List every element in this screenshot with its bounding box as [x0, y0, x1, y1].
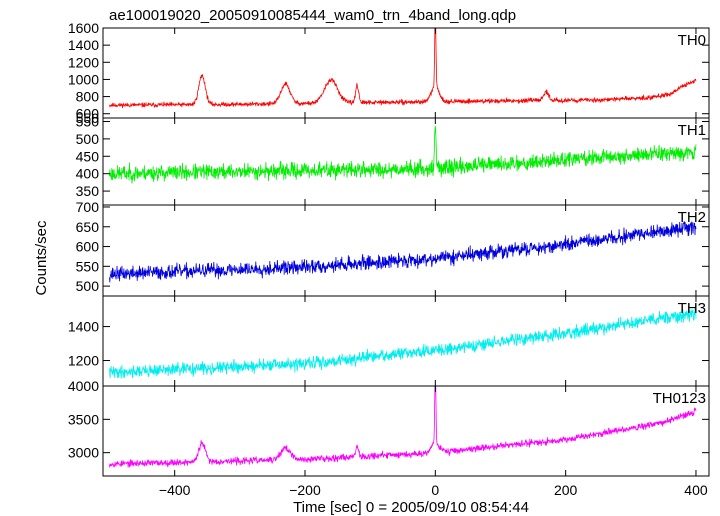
panel-label: TH1 — [678, 122, 706, 139]
panel-frame — [102, 27, 710, 119]
y-tick-label: 550 — [76, 113, 100, 129]
y-axis-label: Counts/sec — [33, 220, 50, 296]
y-tick-label: 650 — [76, 219, 100, 235]
y-tick-label: 1400 — [68, 37, 99, 53]
panel-label: TH0 — [678, 32, 706, 49]
y-tick-label: 3500 — [68, 411, 99, 427]
y-tick-label: 1200 — [68, 54, 99, 70]
x-tick-label: −400 — [159, 482, 191, 498]
y-tick-label: 600 — [76, 106, 100, 122]
y-tick-label: 550 — [76, 258, 100, 274]
y-tick-label: 400 — [76, 166, 100, 182]
series-line-th1 — [109, 125, 697, 184]
y-tick-label: 1400 — [68, 319, 99, 335]
panel-label: TH3 — [678, 300, 706, 317]
y-tick-label: 1200 — [68, 353, 99, 369]
series-line-th0123 — [109, 386, 697, 468]
panel-label: TH2 — [678, 209, 706, 226]
panel-label: TH0123 — [653, 390, 706, 407]
y-tick-label: 600 — [76, 239, 100, 255]
panel-th3: 1200 1400 TH3 — [68, 295, 710, 387]
y-tick-label: 500 — [76, 278, 100, 294]
x-tick-label: 200 — [554, 482, 578, 498]
x-tick-label: −200 — [289, 482, 321, 498]
y-tick-label: 800 — [76, 89, 100, 105]
y-tick-label: 500 — [76, 131, 100, 147]
panel-frame — [102, 385, 710, 477]
y-tick-label: 550 — [76, 110, 100, 126]
chart-title: ae100019020_20050910085444_wam0_trn_4ban… — [109, 7, 516, 24]
y-tick-label: 3000 — [68, 445, 99, 461]
panel-th2: 500 550 600 650 700 TH2 — [76, 199, 710, 297]
series-line-th0 — [109, 28, 697, 109]
series-line-th3 — [109, 306, 697, 379]
y-tick-label: 350 — [76, 183, 100, 199]
x-tick-label: 400 — [684, 482, 708, 498]
y-tick-label: 700 — [76, 199, 100, 215]
panels-group: 5506008001000120014001600TH0350400450500… — [68, 20, 710, 498]
panel-frame — [102, 117, 710, 206]
series-line-th2 — [109, 221, 697, 283]
y-tick-label: 450 — [76, 148, 100, 164]
y-tick-label: 4000 — [68, 378, 99, 394]
panel-th0123: 3000 3500 4000 TH0123 — [68, 378, 710, 477]
y-tick-label: 1000 — [68, 71, 99, 87]
panel-frame — [102, 204, 710, 297]
x-tick-label: 0 — [431, 482, 439, 498]
y-tick-label: 1600 — [68, 20, 99, 36]
x-axis-label: Time [sec] 0 = 2005/09/10 08:54:44 — [293, 499, 529, 516]
